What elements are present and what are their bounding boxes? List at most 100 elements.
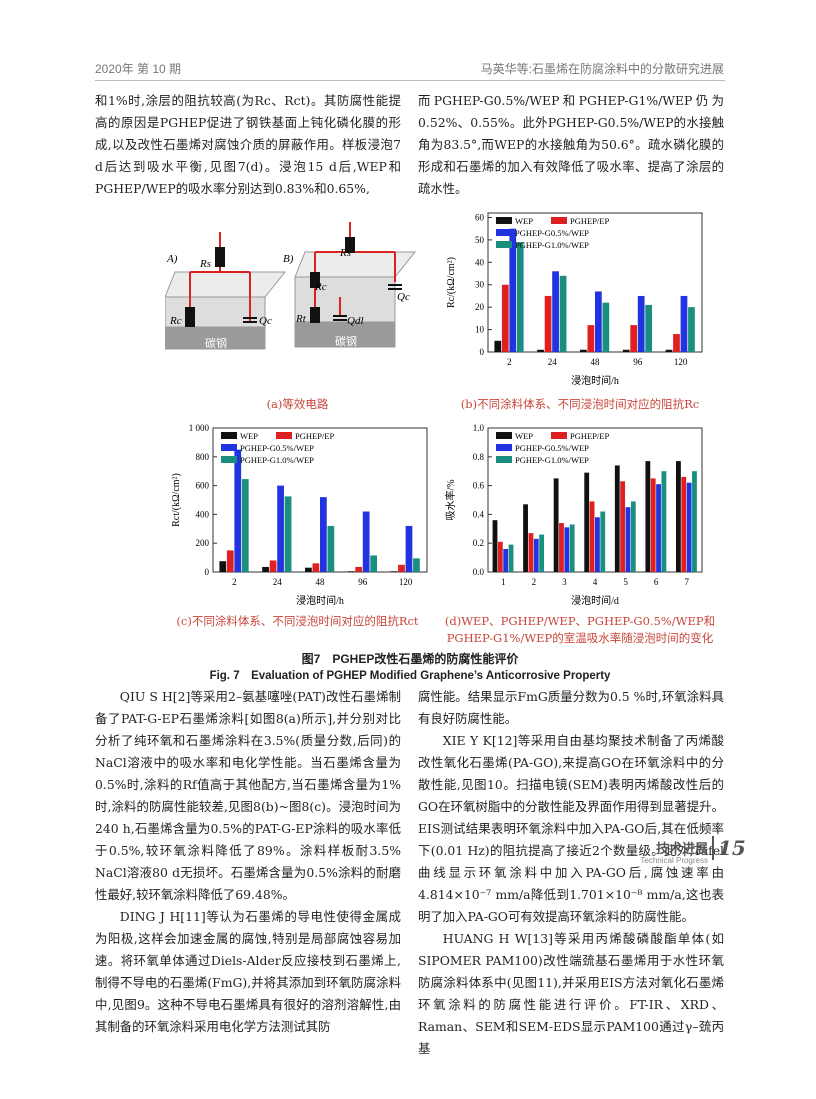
y-axis-label: Rc/(kΩ/cm²) [446,257,457,308]
diagram-label: Qdl [347,315,364,327]
paragraph: HUANG H W[13]等采用丙烯酸磷酸酯单体(如SIPOMER PAM100… [418,931,724,1056]
chart: 0.0 0.2 0.4 0.6 0.8 1.0 吸水率/% 浸泡时间/d 1 2 3 4 5 6 7 WEP P… [444,423,703,607]
bar [637,295,645,352]
y-tick-label: 40 [475,257,485,267]
legend-swatch [276,432,292,439]
bar [539,534,545,572]
diagram-label: Qc [259,315,272,327]
legend-label: PGHEP/EP [570,431,609,441]
y-tick-label: 200 [196,538,210,548]
bar [262,566,269,572]
legend-swatch [496,229,512,236]
y-tick-label: 60 [475,212,485,222]
x-tick-label: 6 [654,577,659,587]
bar [656,484,661,572]
bar [277,485,284,572]
legend-label: PGHEP-G0.5%/WEP [240,443,314,453]
figure-title-en: Fig. 7 Evaluation of PGHEP Modified Grap… [209,670,611,682]
bar [589,501,595,572]
caption: (c)不同涂料体系、不同浸泡时间对应的阻抗Rct [176,614,419,628]
bar [284,496,292,572]
legend-label: PGHEP-G1.0%/WEP [515,240,589,250]
bar [584,472,590,572]
y-tick-label: 0.6 [473,481,485,491]
y-tick-label: 600 [196,481,210,491]
diagram-label: Qc [397,291,410,303]
x-tick-label: 24 [273,577,283,587]
bar [501,284,509,352]
x-tick-label: 120 [399,577,413,587]
bar [650,478,656,572]
bar [559,523,564,572]
bar [595,517,600,572]
x-tick-label: 48 [591,357,601,367]
legend-swatch [496,456,512,463]
bar [347,571,355,572]
bar [497,541,503,572]
chart: 0 10 20 30 40 50 60 Rc/(kΩ/cm²) 浸泡时间/h 2 24 48 96 120… [446,212,703,387]
y-tick-label: 0.2 [473,538,484,548]
figure-title: 图7 PGHEP改性石墨烯的防腐性能评价 [301,652,519,666]
x-axis-label: 浸泡时间/d [571,594,619,607]
diagram-label: Rc [169,315,182,327]
y-tick-label: 800 [196,452,210,462]
x-tick-label: 4 [593,577,598,587]
bar [630,501,636,572]
y-tick-label: 20 [475,302,485,312]
bar [413,558,420,572]
y-tick-label: 1 000 [189,423,210,433]
legend-label: PGHEP-G0.5%/WEP [515,228,589,238]
bar [523,504,528,572]
footer-section-en: Technical Progress [640,856,708,865]
legend-swatch [496,217,512,224]
legend-swatch [221,432,237,439]
bar [398,564,405,572]
bar [552,271,559,352]
caption: (d)WEP、PGHEP/WEP、PGHEP-G0.5%/WEP和PGHEP-G… [444,614,716,645]
caption: (a)等效电路 [266,397,329,411]
bar [614,465,620,572]
bar [602,302,610,352]
bar [544,295,552,352]
bar [305,567,312,572]
header-right: 马英华等:石墨烯在防腐涂料中的分散研究进展 [480,62,724,76]
x-tick-label: 5 [623,577,628,587]
bar [645,461,651,572]
bar [492,520,498,572]
column: 而PGHEP-G0.5%/WEP和PGHEP-G1%/WEP仍为0.52%、0.… [418,90,724,200]
y-axis-label: Rct/(kΩ/cm²) [171,473,182,527]
x-tick-label: 96 [633,357,643,367]
bar [508,544,514,572]
bar [676,461,681,572]
y-tick-label: 0 [480,347,485,357]
diagram-label: B) [283,253,294,265]
bar [692,471,697,572]
y-tick-label: 0.4 [473,509,485,519]
diagram-label: A) [166,253,178,265]
bar [533,538,539,572]
bar [673,334,680,352]
circuit-diagram: A) B) Rs Rc Qc 碳钢 Rs Rc Qc Rt Qdl 碳钢 [165,222,417,350]
diagram-label: Rs [199,258,211,270]
bar [587,325,595,352]
page-number: 15 [712,836,746,860]
bar [553,478,559,572]
column: 腐性能。结果显示FmG质量分数为0.5 %时,环氧涂料具有良好防腐性能。 XIE … [418,686,724,1060]
legend-swatch [221,444,237,451]
x-axis-label: 浸泡时间/h [296,594,344,607]
legend-swatch [496,432,512,439]
bar [686,482,692,572]
x-tick-label: 2 [507,357,512,367]
bar [312,563,320,572]
bar [661,471,667,572]
x-axis-label: 浸泡时间/h [571,374,619,387]
y-axis-label: 吸水率/% [444,479,457,520]
x-tick-label: 96 [358,577,368,587]
bar [681,476,687,572]
x-tick-label: 2 [532,577,537,587]
diagram-label: Rs [339,247,351,259]
legend-swatch [551,432,567,439]
bar [528,533,534,572]
legend-label: PGHEP-G1.0%/WEP [240,455,314,465]
